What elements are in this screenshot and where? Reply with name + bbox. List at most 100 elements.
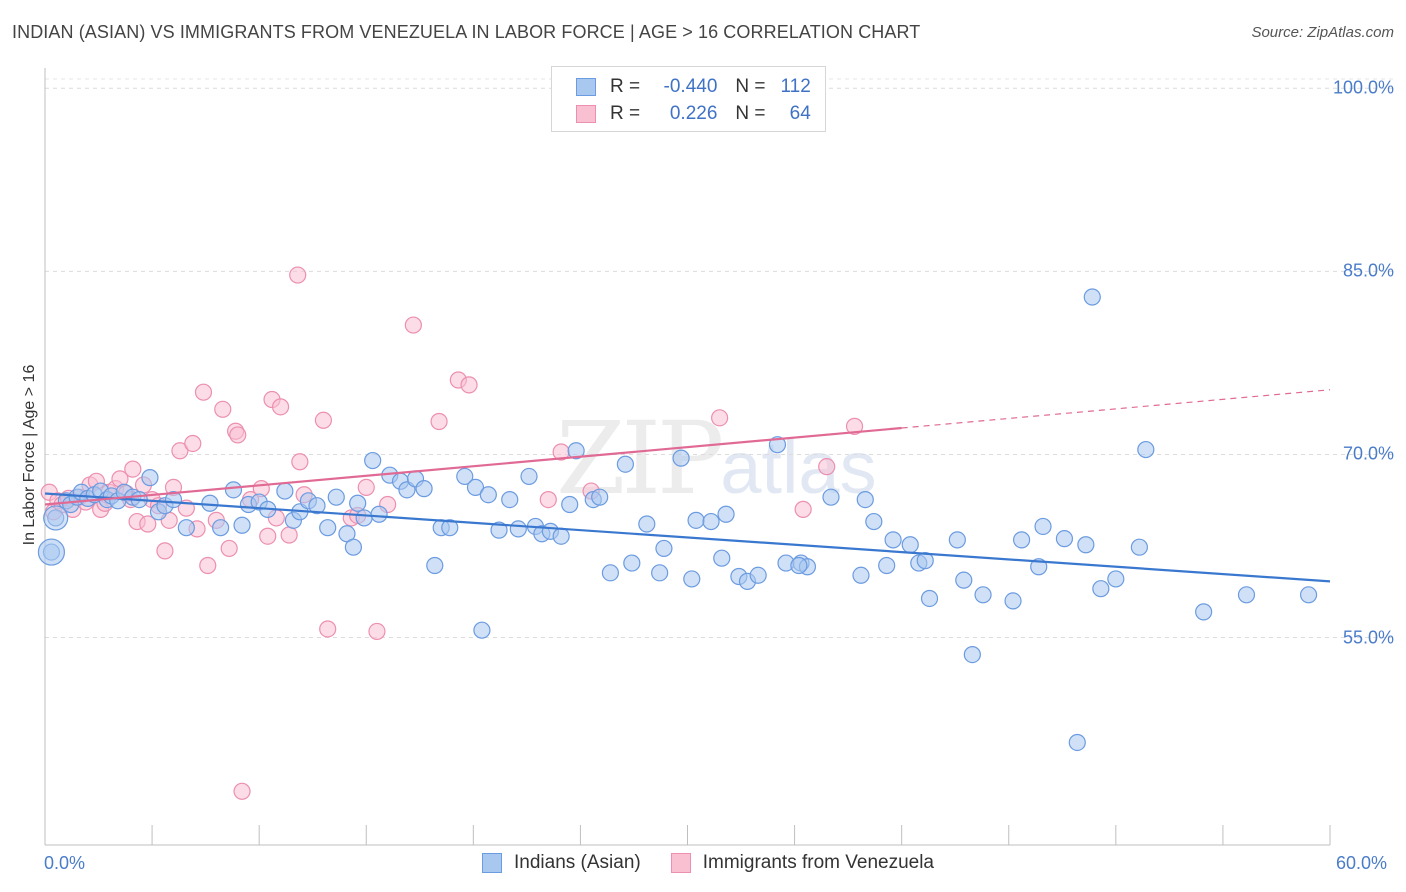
- venezuela-point: [460, 376, 478, 394]
- correlation-legend: R = -0.440 N = 112 R = 0.226 N = 64: [551, 66, 826, 132]
- indians-point: [601, 564, 620, 582]
- venezuela-point: [404, 316, 422, 334]
- indians-point: [852, 566, 870, 584]
- indians-point: [683, 570, 701, 588]
- indians-point: [1034, 517, 1052, 536]
- legend-label-venezuela: Immigrants from Venezuela: [702, 852, 934, 873]
- indians-point: [224, 481, 243, 499]
- indians-point: [327, 488, 345, 506]
- indians-point: [1092, 580, 1110, 598]
- indians-point: [490, 521, 508, 539]
- legend-r-value: 0.226: [669, 103, 718, 124]
- indians-point: [974, 586, 992, 604]
- indians-point: [1012, 531, 1031, 549]
- venezuela-point: [124, 460, 142, 478]
- indians-point-large: [37, 538, 66, 566]
- indians-point: [591, 488, 609, 506]
- indians-point: [1195, 603, 1213, 621]
- indians-point: [141, 469, 159, 487]
- venezuela-point: [184, 434, 202, 453]
- indians-point: [790, 556, 808, 575]
- indians-point: [1004, 592, 1022, 610]
- indians-point: [456, 467, 474, 486]
- indians-point: [865, 512, 883, 531]
- indians-point: [920, 589, 939, 608]
- indians-point: [466, 478, 485, 497]
- indians-point: [717, 505, 735, 523]
- indians-point: [963, 646, 981, 664]
- indians-point: [702, 512, 720, 531]
- indians-point: [552, 527, 570, 545]
- indians-point: [501, 491, 519, 509]
- venezuela-point: [357, 478, 375, 497]
- venezuela-point: [289, 266, 307, 284]
- venezuela-point: [229, 426, 247, 444]
- legend-swatch-blue: [482, 853, 502, 873]
- venezuela-trendline: [44, 426, 902, 506]
- venezuela-point: [319, 620, 337, 638]
- indians-point: [567, 442, 585, 460]
- indians-point: [856, 491, 874, 509]
- venezuela-point: [794, 500, 812, 518]
- venezuela-point: [280, 526, 298, 544]
- indians-point: [651, 564, 669, 582]
- indians-point: [655, 539, 673, 558]
- series-legend: Indians (Asian) Immigrants from Venezuel…: [482, 852, 964, 874]
- indians-point: [276, 482, 294, 500]
- legend-n-value: 64: [789, 103, 811, 124]
- y-tick-label: 70.0%: [1342, 443, 1394, 464]
- indians-point: [473, 621, 491, 639]
- indians-point: [687, 511, 705, 529]
- watermark-zip: ZIP: [556, 400, 724, 517]
- venezuela-point: [368, 622, 386, 641]
- venezuela-trendline-extension: [901, 389, 1331, 429]
- indians-point: [749, 566, 767, 584]
- source-credit: Source: ZipAtlas.com: [1251, 24, 1394, 41]
- indians-point: [349, 494, 367, 512]
- legend-r-label: R =: [610, 76, 641, 97]
- indians-point: [308, 497, 326, 515]
- y-tick-label: 55.0%: [1342, 627, 1394, 648]
- indians-point: [212, 519, 230, 537]
- indians-point: [616, 455, 634, 473]
- indians-point: [509, 520, 527, 538]
- venezuela-point: [139, 515, 157, 533]
- venezuela-point: [156, 542, 174, 560]
- legend-item-venezuela[interactable]: Immigrants from Venezuela: [670, 852, 934, 874]
- indians-point: [370, 505, 388, 523]
- venezuela-point: [845, 417, 864, 435]
- indians-point: [1137, 440, 1155, 459]
- indians-point: [364, 451, 382, 470]
- legend-row-indians: R = -0.440 N = 112: [576, 75, 811, 99]
- indians-point: [520, 467, 538, 486]
- x-tick-label-min: 0.0%: [44, 853, 86, 873]
- indians-point: [233, 516, 251, 534]
- indians-point: [319, 519, 337, 537]
- indians-point: [415, 480, 433, 498]
- legend-item-indians[interactable]: Indians (Asian): [482, 852, 641, 874]
- indians-point: [623, 554, 641, 572]
- venezuela-point: [171, 442, 189, 460]
- indians-point: [1068, 733, 1086, 752]
- indians-point: [638, 515, 656, 533]
- venezuela-point: [214, 400, 232, 418]
- legend-label-indians: Indians (Asian): [514, 852, 641, 873]
- y-tick-label: 85.0%: [1342, 260, 1394, 281]
- indians-point: [672, 449, 690, 467]
- venezuela-point: [291, 453, 309, 471]
- indians-point: [201, 494, 219, 512]
- indians-point: [948, 531, 966, 549]
- venezuela-point: [539, 491, 557, 509]
- legend-n-label: N =: [735, 103, 766, 124]
- indians-point: [901, 536, 919, 554]
- legend-n-value: 112: [780, 76, 811, 97]
- indians-point: [1299, 586, 1318, 604]
- indians-point: [344, 538, 362, 556]
- venezuela-point: [430, 412, 448, 431]
- indians-point: [1083, 288, 1101, 306]
- venezuela-point: [259, 527, 277, 545]
- watermark: ZIPatlas: [556, 400, 877, 517]
- venezuela-point: [220, 539, 238, 558]
- venezuela-point: [818, 458, 836, 476]
